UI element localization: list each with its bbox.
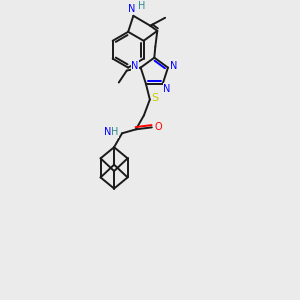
Text: S: S [151, 93, 158, 103]
Text: N: N [131, 61, 138, 70]
Text: N: N [104, 127, 112, 137]
Text: H: H [138, 1, 145, 11]
Text: N: N [128, 4, 135, 14]
Text: N: N [170, 61, 178, 70]
Text: N: N [163, 84, 170, 94]
Text: O: O [155, 122, 163, 132]
Text: H: H [111, 127, 119, 137]
